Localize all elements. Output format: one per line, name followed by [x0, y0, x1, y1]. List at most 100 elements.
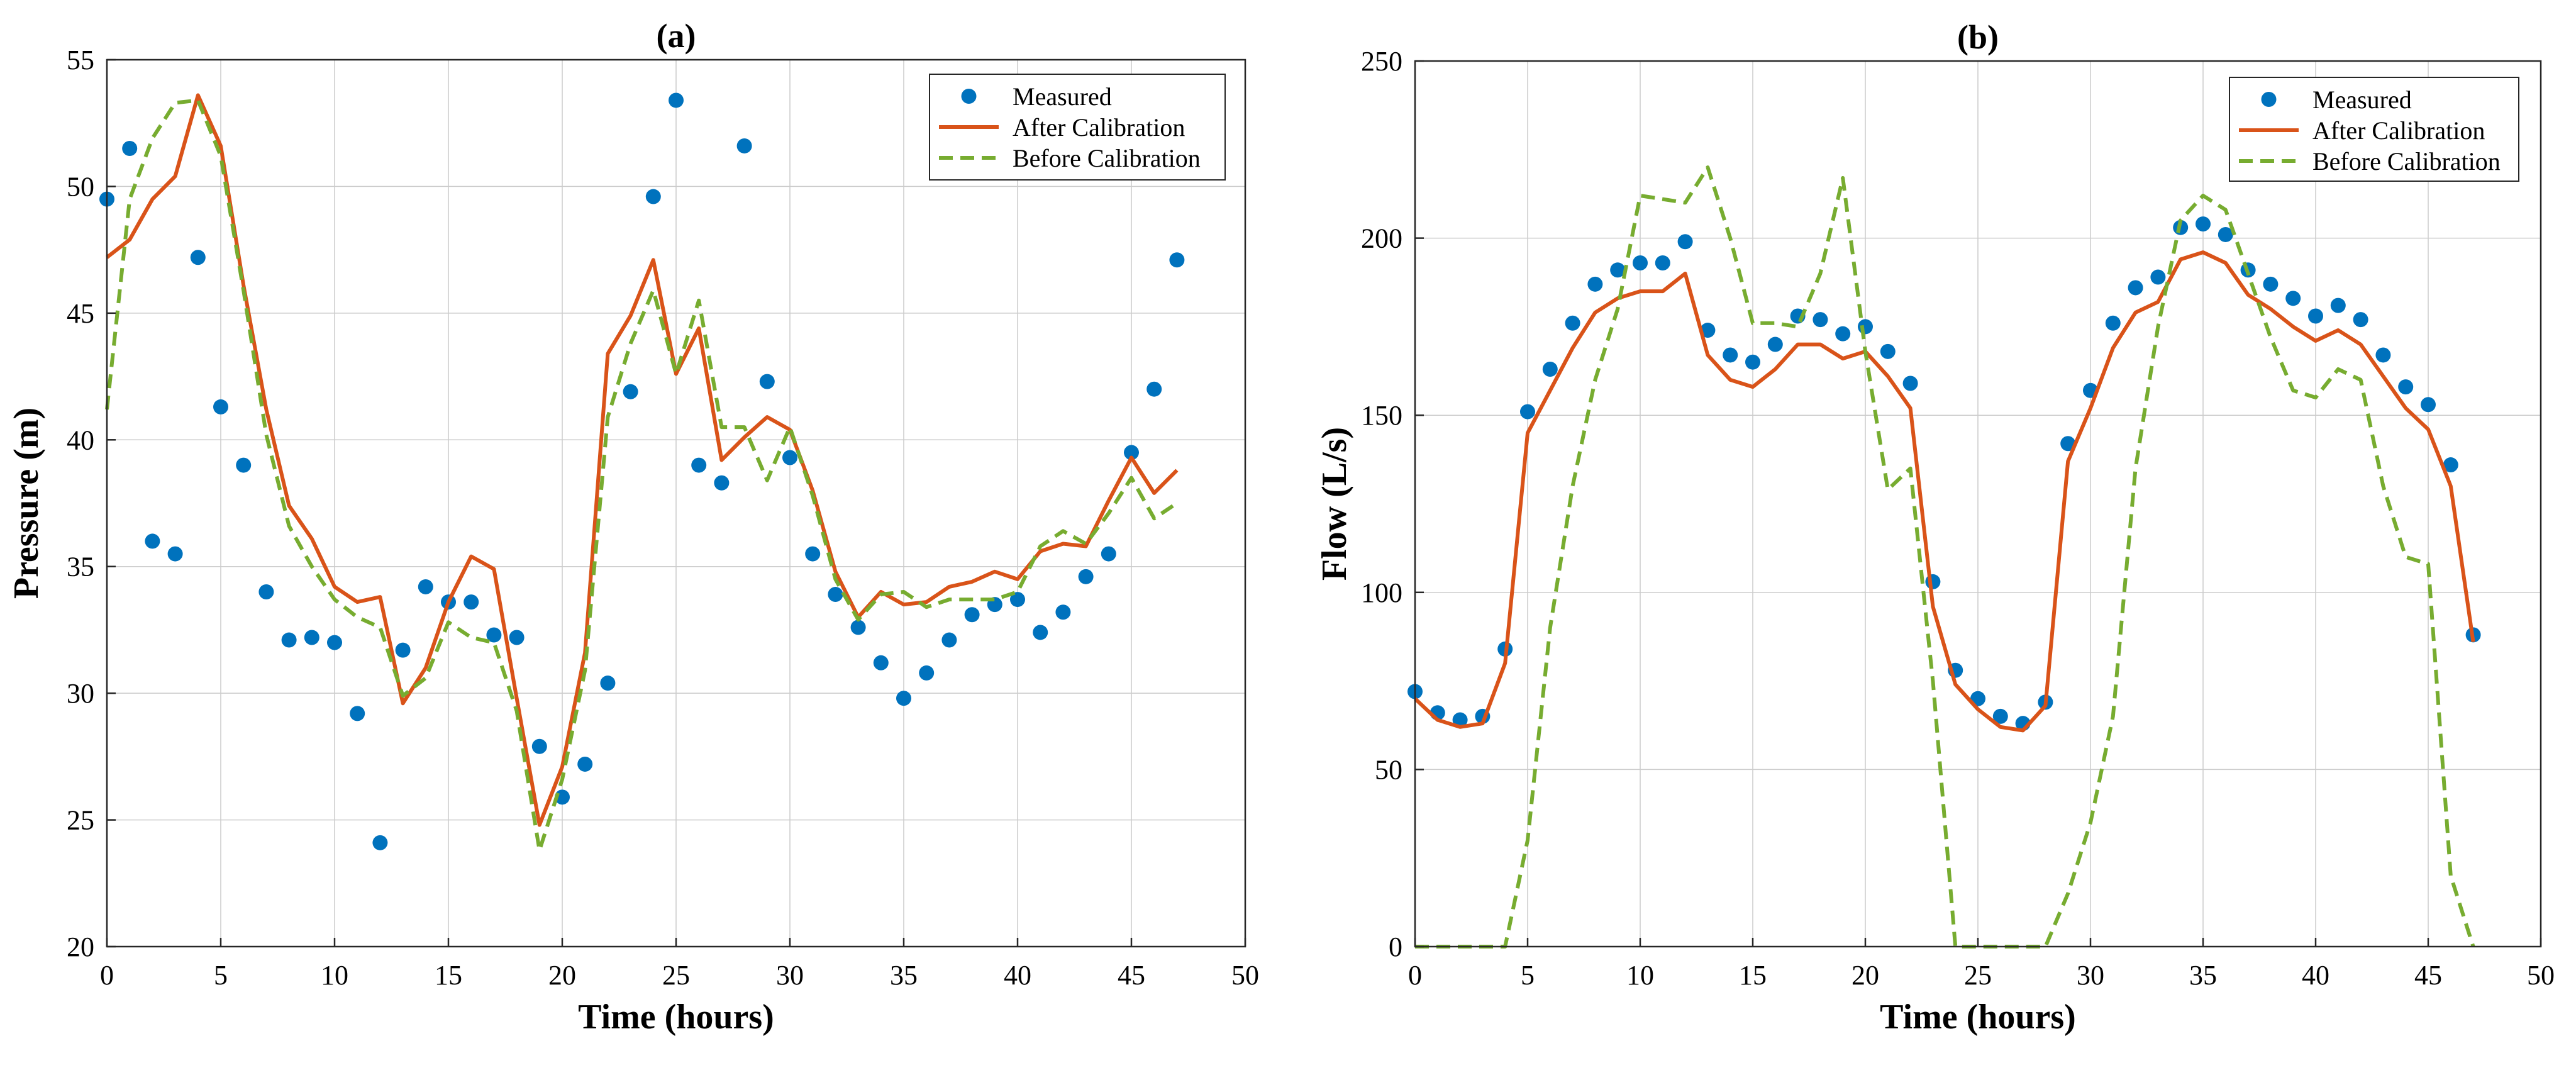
tick-labels: 0 5 10 15 20 25 30 35 40 45 50 0 50 100 150 200 250	[1361, 46, 2555, 991]
x-tick-label: 40	[1004, 960, 1031, 991]
data-point-measured	[850, 620, 866, 635]
y-tick-label: 55	[67, 45, 94, 75]
data-point-measured	[2196, 216, 2211, 232]
legend-label-after-calibration: After Calibration	[2312, 116, 2485, 145]
legend-entry-measured: Measured	[961, 82, 1112, 111]
data-point-measured	[304, 630, 319, 645]
x-tick-label: 20	[548, 960, 576, 991]
x-tick-label: 50	[2527, 960, 2555, 991]
data-point-measured	[1723, 347, 1738, 363]
data-point-measured	[122, 141, 138, 156]
x-axis-label: Time (hours)	[578, 998, 774, 1037]
x-tick-label: 10	[1626, 960, 1654, 991]
data-point-measured	[372, 835, 388, 850]
data-point-measured	[2398, 379, 2414, 395]
x-tick-label: 45	[2414, 960, 2442, 991]
series-line-before-calibration	[1415, 165, 2475, 948]
legend-label-before-calibration: Before Calibration	[2312, 147, 2501, 175]
series-line-before-calibration	[105, 98, 1179, 852]
data-point-measured	[2128, 280, 2143, 296]
x-tick-label: 5	[214, 960, 228, 991]
chart-title: (a)	[657, 17, 696, 55]
y-tick-label: 45	[67, 298, 94, 329]
data-point-measured	[1858, 319, 1873, 335]
y-tick-label: 50	[67, 171, 94, 202]
data-point-measured	[759, 374, 775, 389]
series-line-after-calibration	[1413, 250, 2475, 733]
data-point-measured	[623, 384, 638, 399]
data-point-measured	[1902, 375, 1918, 391]
data-point-measured	[1542, 361, 1558, 377]
data-point-measured	[1169, 252, 1185, 268]
data-point-measured	[2150, 269, 2166, 285]
legend-marker-measured	[961, 89, 977, 104]
data-point-measured	[1992, 708, 2008, 724]
legend-label-before-calibration: Before Calibration	[1013, 144, 1201, 172]
series-line-after-calibration	[106, 93, 1179, 827]
data-point-measured	[941, 632, 957, 648]
x-tick-label: 30	[776, 960, 804, 991]
data-point-measured	[327, 635, 342, 650]
x-tick-label: 35	[2189, 960, 2217, 991]
data-point-measured	[1835, 326, 1851, 342]
data-point-measured	[1767, 337, 1783, 352]
x-tick-label: 0	[1408, 960, 1422, 991]
data-point-measured	[2105, 315, 2121, 331]
data-point-measured	[805, 546, 821, 562]
data-point-measured	[531, 738, 547, 754]
data-point-measured	[281, 632, 297, 648]
legend-label-after-calibration: After Calibration	[1013, 113, 1185, 142]
data-point-measured	[577, 756, 593, 772]
data-point-measured	[258, 584, 274, 599]
legend-entry-before-calibration: Before Calibration	[2239, 147, 2501, 175]
data-point-measured	[190, 250, 206, 265]
data-point-measured	[418, 579, 433, 594]
legend-entry-before-calibration: Before Calibration	[939, 144, 1201, 172]
data-point-measured	[1745, 354, 1760, 370]
data-point-measured	[2218, 226, 2233, 242]
data-point-measured	[2060, 436, 2076, 452]
x-tick-label: 10	[321, 960, 348, 991]
data-point-measured	[964, 607, 980, 623]
legend-label-measured: Measured	[1013, 82, 1112, 111]
legend-label-measured: Measured	[2312, 86, 2412, 114]
data-point-measured	[1520, 404, 1535, 420]
data-point-measured	[464, 594, 479, 610]
data-point-measured	[919, 665, 935, 681]
data-point-measured	[236, 457, 252, 473]
data-point-measured	[1055, 604, 1071, 620]
data-point-measured	[1700, 323, 1716, 338]
data-point-measured	[1565, 315, 1580, 331]
x-tick-label: 20	[1852, 960, 1879, 991]
data-point-measured	[1655, 255, 1670, 271]
x-tick-label: 45	[1118, 960, 1145, 991]
y-tick-label: 150	[1361, 400, 1402, 431]
tick-labels: 0 5 10 15 20 25 30 35 40 45 50 20 25 30 35 40 45 50 55	[67, 45, 1259, 991]
data-point-measured	[873, 655, 889, 670]
data-point-measured	[1813, 312, 1828, 328]
data-point-measured	[2330, 298, 2346, 313]
legend-entry-after-calibration: After Calibration	[939, 113, 1185, 142]
data-point-measured	[167, 546, 183, 562]
y-tick-label: 200	[1361, 223, 1402, 254]
data-point-measured	[2443, 457, 2458, 473]
data-point-measured	[782, 450, 797, 465]
x-tick-label: 40	[2302, 960, 2329, 991]
data-point-measured	[395, 642, 411, 658]
gridlines	[1414, 60, 2541, 947]
data-point-measured	[145, 533, 160, 549]
legend-entry-after-calibration: After Calibration	[2239, 116, 2485, 145]
x-axis-label: Time (hours)	[1880, 998, 2076, 1037]
data-point-measured	[828, 587, 843, 603]
legend: Measured After Calibration Before Calibr…	[2229, 77, 2519, 182]
data-point-measured	[1146, 381, 1162, 397]
series-layer	[99, 92, 1185, 852]
y-tick-label: 25	[67, 805, 94, 836]
data-point-measured	[1610, 262, 1626, 278]
data-point-measured	[1452, 712, 1468, 728]
y-axis-label: Pressure (m)	[7, 408, 46, 599]
data-point-measured	[2375, 347, 2391, 363]
data-point-measured	[736, 138, 752, 153]
